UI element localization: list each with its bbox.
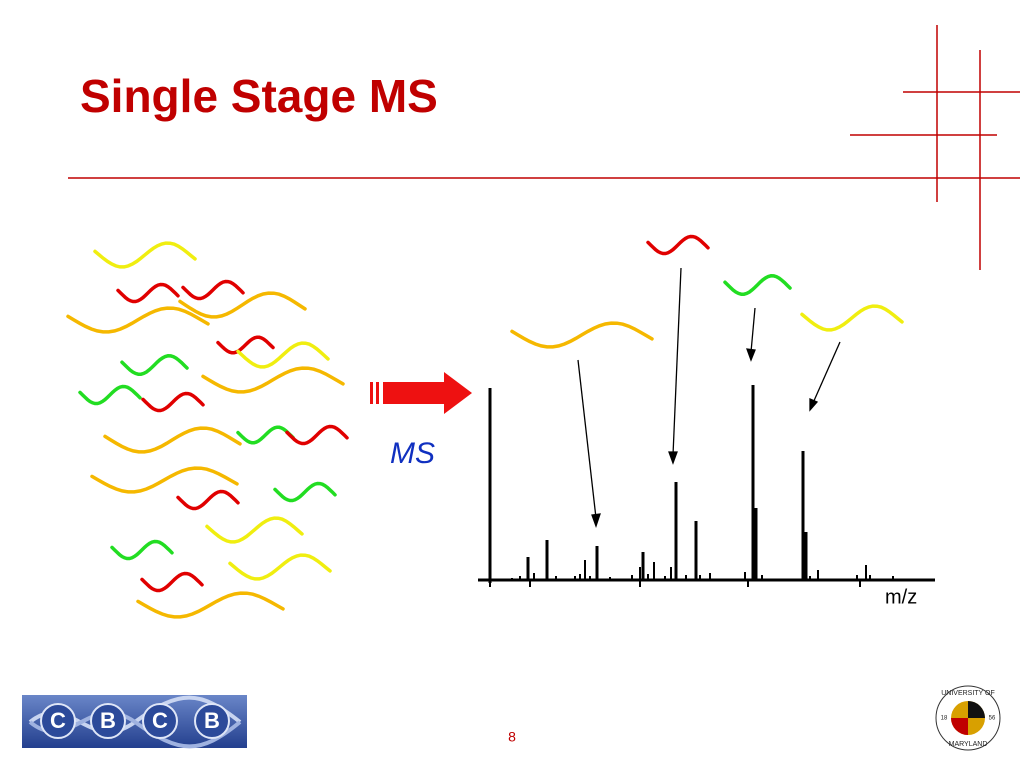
peak: [533, 573, 535, 580]
peak: [631, 575, 633, 580]
peptide: [723, 274, 792, 296]
peak: [744, 572, 746, 580]
peak: [856, 575, 858, 580]
pointer-arrows: [577, 267, 841, 528]
peptide: [93, 241, 197, 269]
block-arrow: [370, 372, 472, 414]
peak: [519, 576, 521, 580]
peak: [589, 576, 591, 580]
peptide: [285, 424, 349, 446]
peptide: [236, 425, 295, 445]
peptide: [236, 341, 330, 369]
seal-text: UNIVERSITY OF: [941, 690, 995, 697]
peptide: [205, 516, 304, 544]
peak: [545, 540, 549, 580]
peptide: [90, 466, 239, 494]
axis-label: m/z: [885, 586, 917, 608]
logo-letter: B: [204, 708, 220, 733]
seal-text: 18: [941, 716, 948, 722]
peptide: [140, 571, 204, 593]
peptide: [646, 234, 710, 256]
page-number: 8: [508, 729, 516, 745]
peptide: [800, 304, 904, 332]
peptide: [216, 335, 275, 355]
peptide: [176, 489, 240, 511]
peptide: [110, 539, 174, 561]
peak: [511, 578, 513, 580]
peak: [653, 562, 655, 580]
peak: [751, 385, 755, 580]
peak: [869, 575, 871, 580]
peptide: [228, 553, 332, 581]
slide-title: Single Stage MS: [80, 70, 438, 122]
peak: [801, 451, 805, 580]
spectrum-peaks: [511, 385, 894, 580]
peak: [574, 576, 576, 580]
peak: [670, 567, 672, 580]
peak: [709, 573, 711, 580]
peak: [685, 575, 687, 580]
peptide: [120, 354, 189, 376]
peak: [595, 546, 599, 580]
peak: [809, 576, 811, 580]
seal-text: MARYLAND: [949, 741, 988, 748]
peak: [892, 576, 894, 580]
peak: [584, 560, 586, 580]
peak: [699, 575, 701, 580]
peak: [639, 567, 641, 580]
peptide: [178, 291, 307, 319]
arrow-label: MS: [390, 437, 435, 470]
cbcb-logo: C B C B: [22, 695, 247, 749]
peptide: [201, 366, 345, 394]
peak: [641, 552, 645, 580]
peak: [647, 574, 649, 580]
peptide: [141, 391, 205, 413]
peak: [609, 577, 611, 580]
peak: [694, 521, 698, 580]
peak: [761, 575, 763, 580]
peptide: [510, 321, 654, 349]
seal-text: 56: [989, 716, 996, 722]
peak: [674, 482, 678, 580]
peptides: [66, 234, 904, 619]
peptide: [103, 426, 242, 454]
peak: [804, 532, 808, 580]
peak: [817, 570, 819, 580]
peak: [526, 557, 530, 580]
peptide: [273, 481, 337, 503]
peak: [664, 576, 666, 580]
peptide: [116, 282, 180, 304]
peak: [579, 574, 581, 580]
umd-seal: UNIVERSITY OF MARYLAND 18 56: [935, 685, 1001, 751]
peptide: [78, 384, 142, 406]
peak: [555, 576, 557, 580]
logo-letter: C: [50, 708, 66, 733]
logo-letter: C: [152, 708, 168, 733]
decor-lines: [68, 25, 1020, 270]
spectrum-axes: [478, 388, 935, 587]
peptide: [136, 591, 285, 619]
peak: [754, 508, 758, 580]
peptide: [66, 306, 210, 334]
peak: [865, 565, 867, 580]
peptide: [181, 279, 245, 301]
logo-letter: B: [100, 708, 116, 733]
